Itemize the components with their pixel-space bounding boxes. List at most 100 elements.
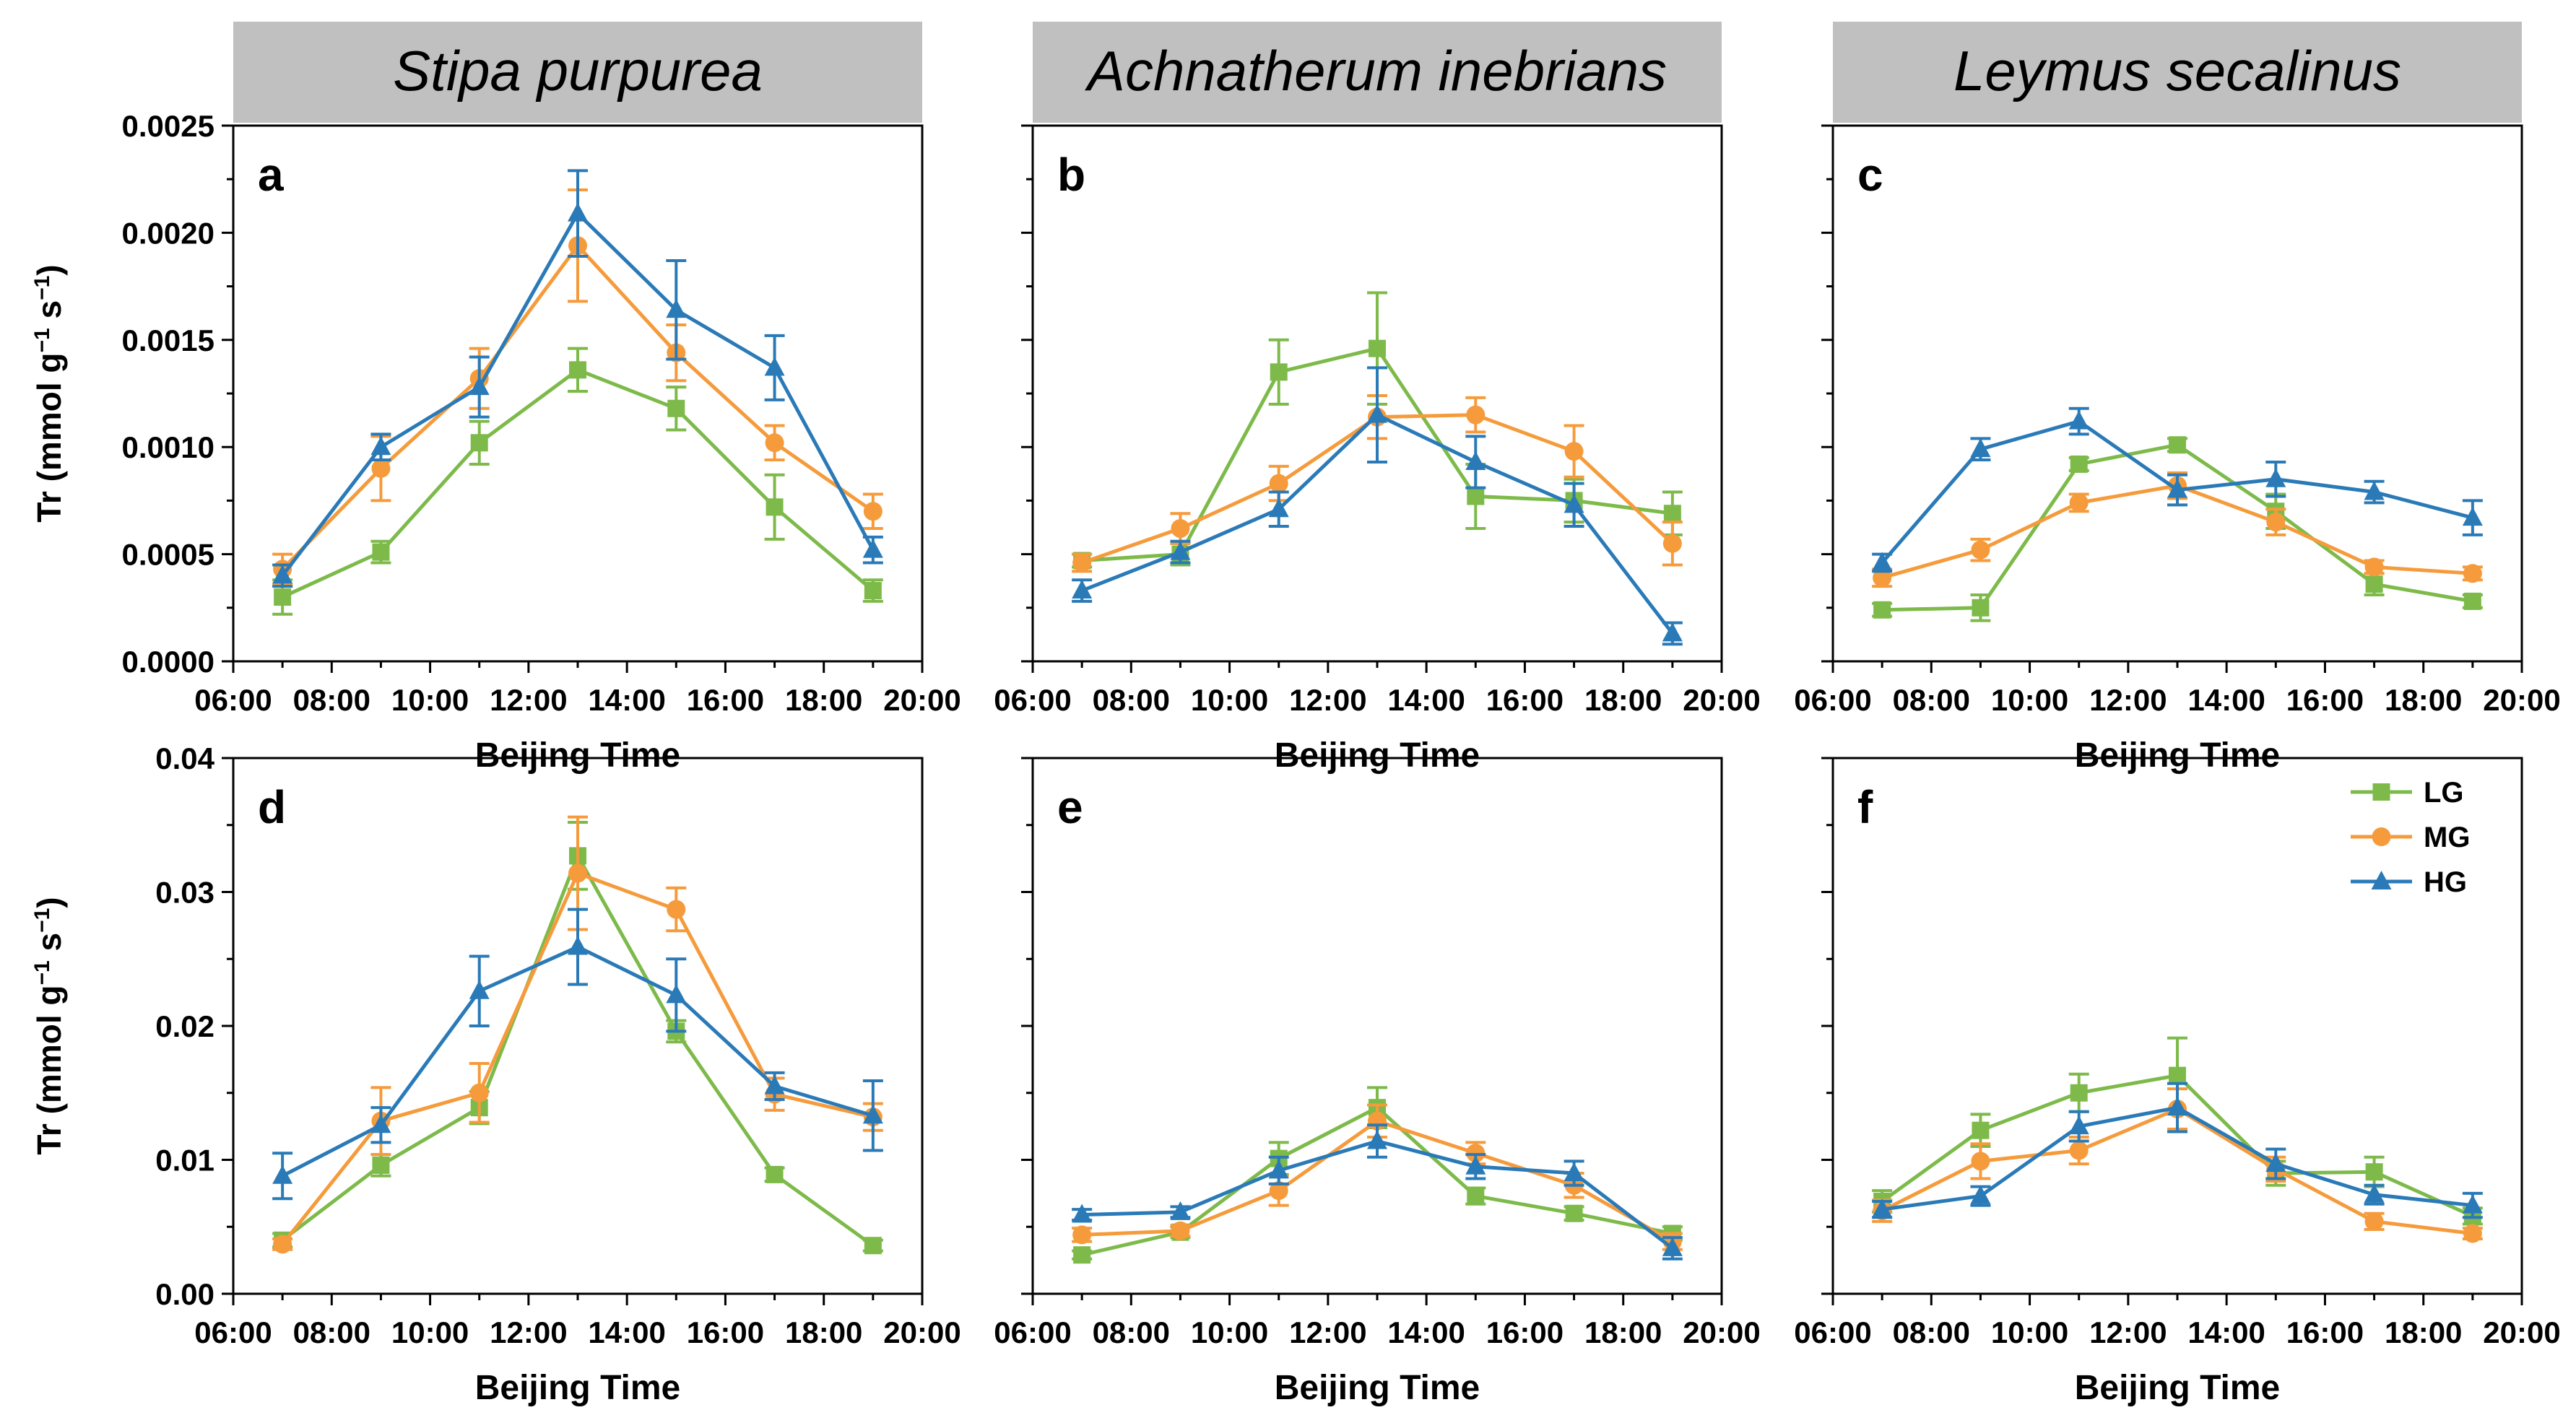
- legend-label-HG: HG: [2424, 866, 2467, 898]
- data-point-MG: [1971, 540, 1990, 560]
- panel-letter: d: [258, 781, 286, 833]
- x-tick-label: 16:00: [1486, 683, 1564, 717]
- data-point-LG: [2365, 575, 2383, 593]
- data-point-HG: [370, 436, 391, 456]
- data-point-LG: [1663, 505, 1681, 523]
- panel-letter: e: [1057, 781, 1083, 833]
- x-tick-label: 20:00: [1683, 683, 1760, 717]
- y-tick-label: 0.04: [155, 741, 214, 775]
- x-tick-label: 18:00: [2385, 683, 2462, 717]
- data-point-MG: [2463, 564, 2482, 583]
- x-tick-label: 14:00: [2187, 683, 2265, 717]
- y-tick-label: 0.03: [155, 876, 214, 910]
- data-point-MG: [1269, 1181, 1288, 1201]
- data-point-HG: [1970, 438, 1991, 458]
- y-tick-label: 0.0000: [122, 645, 214, 679]
- data-point-LG: [864, 1237, 882, 1255]
- data-point-MG: [1971, 1152, 1990, 1171]
- species-header-label: Achnatherum inebrians: [1085, 39, 1667, 103]
- data-point-HG: [1367, 404, 1387, 423]
- x-tick-label: 14:00: [1387, 1315, 1465, 1349]
- data-point-MG: [2364, 557, 2384, 577]
- x-tick-label: 08:00: [293, 683, 370, 717]
- data-point-LG: [1073, 1246, 1091, 1264]
- data-point-MG: [1072, 553, 1092, 573]
- data-point-HG: [272, 1165, 293, 1184]
- x-tick-label: 10:00: [391, 683, 469, 717]
- data-point-MG: [273, 1235, 292, 1254]
- data-point-LG: [1369, 339, 1386, 357]
- data-point-HG: [666, 299, 687, 318]
- data-point-HG: [1872, 552, 1893, 571]
- data-point-HG: [1072, 580, 1093, 599]
- data-point-HG: [2265, 468, 2286, 487]
- data-point-MG: [765, 433, 784, 453]
- data-point-HG: [1170, 541, 1191, 560]
- x-tick-label: 16:00: [2286, 683, 2364, 717]
- data-point-LG: [2463, 592, 2481, 610]
- data-point-HG: [862, 1105, 883, 1124]
- x-axis-title: Beijing Time: [475, 1369, 681, 1407]
- data-point-HG: [1564, 494, 1584, 513]
- data-point-MG: [2069, 493, 2089, 513]
- data-point-HG: [2167, 479, 2187, 498]
- data-point-HG: [469, 376, 490, 396]
- x-tick-label: 20:00: [2483, 1315, 2560, 1349]
- data-point-HG: [272, 565, 293, 584]
- x-tick-label: 10:00: [391, 1315, 469, 1349]
- data-point-LG: [1467, 487, 1485, 505]
- data-point-MG: [371, 458, 391, 478]
- species-header-box: [1033, 22, 1722, 123]
- data-point-HG: [764, 357, 785, 376]
- data-point-MG: [1269, 474, 1288, 493]
- data-point-LG: [569, 361, 586, 379]
- data-point-LG: [2169, 1066, 2186, 1084]
- x-tick-label: 14:00: [2187, 1315, 2265, 1349]
- panel-letter: c: [1857, 149, 1883, 201]
- x-tick-label: 10:00: [1991, 683, 2068, 717]
- data-point-HG: [1465, 451, 1486, 470]
- plot-frame: [1831, 757, 2523, 1295]
- panel-b: 06:00 08:00 10:00 12:00 14:00 16:00 18:00 20:00…: [994, 124, 1761, 775]
- x-tick-label: 08:00: [1093, 683, 1170, 717]
- data-point-HG: [1170, 1201, 1191, 1220]
- x-tick-label: 20:00: [883, 1315, 960, 1349]
- data-point-LG: [2365, 1163, 2383, 1181]
- legend-label-LG: LG: [2424, 777, 2464, 809]
- x-tick-label: 12:00: [2089, 1315, 2167, 1349]
- data-point-MG: [469, 1083, 489, 1102]
- x-tick-label: 12:00: [490, 683, 567, 717]
- x-tick-label: 06:00: [194, 683, 272, 717]
- panel-letter: b: [1057, 149, 1085, 201]
- x-tick-label: 20:00: [2483, 683, 2560, 717]
- x-axis-title: Beijing Time: [475, 736, 681, 775]
- x-tick-label: 12:00: [490, 1315, 567, 1349]
- data-point-LG: [372, 1156, 390, 1174]
- species-header-box: [233, 22, 922, 123]
- y-tick-label: 0.02: [155, 1009, 214, 1043]
- x-tick-label: 18:00: [785, 1315, 862, 1349]
- x-tick-label: 16:00: [687, 1315, 764, 1349]
- x-axis-title: Beijing Time: [1275, 736, 1480, 775]
- x-tick-label: 16:00: [1486, 1315, 1564, 1349]
- y-tick-label: 0.01: [155, 1144, 214, 1178]
- series-LG: [272, 347, 883, 616]
- x-tick-label: 06:00: [1794, 683, 1871, 717]
- data-point-HG: [568, 202, 588, 222]
- data-point-HG: [568, 936, 588, 955]
- legend-marker-HG: [2371, 871, 2392, 889]
- data-point-LG: [2070, 1084, 2088, 1102]
- x-tick-label: 18:00: [785, 683, 862, 717]
- data-point-HG: [370, 1114, 391, 1133]
- y-axis-title: Tr (mmol g−1 s−1): [30, 264, 69, 522]
- data-point-LG: [766, 1165, 784, 1183]
- data-point-MG: [2266, 513, 2286, 532]
- legend-marker-MG: [2372, 827, 2391, 846]
- x-tick-label: 20:00: [883, 683, 960, 717]
- data-point-MG: [1564, 442, 1584, 461]
- x-tick-label: 08:00: [1093, 1315, 1170, 1349]
- data-point-LG: [2070, 455, 2088, 473]
- y-tick-label: 0.0015: [122, 323, 214, 357]
- panel-d: 06:00 08:00 10:00 12:00 14:00 16:00 18:00 20:00…: [155, 741, 960, 1407]
